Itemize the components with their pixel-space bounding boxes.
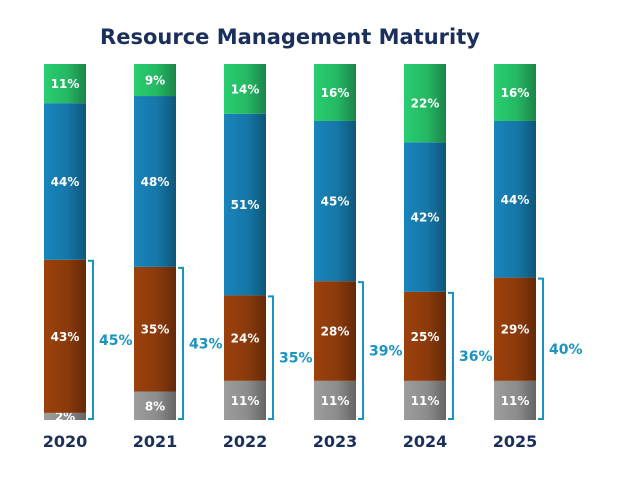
bar-segment-2022-middle: [224, 113, 266, 296]
bar-segment-2020-top: [44, 64, 86, 104]
bar-segment-2024-middle: [404, 142, 446, 292]
bracket-total-label-2024: 36%: [459, 349, 493, 365]
bar-value-label-2023-bottom: 11%: [321, 394, 350, 408]
bracket-total-label-2022: 35%: [279, 351, 313, 367]
bar-value-label-2022-top: 14%: [231, 82, 260, 96]
bar-value-label-2022-middle: 51%: [231, 198, 260, 212]
bar-segment-2020-bottom: [44, 412, 86, 420]
bar-value-label-2024-top: 22%: [411, 97, 440, 111]
bar-value-label-2021-bottom: 8%: [145, 399, 165, 413]
bar-segment-2024-top: [404, 64, 446, 143]
bracket-total-label-2020: 45%: [99, 333, 133, 349]
bar-value-label-2023-lower: 28%: [321, 325, 350, 339]
bar-value-label-2021-middle: 48%: [141, 175, 170, 189]
bracket-2021: [178, 266, 184, 420]
bar-value-label-2025-middle: 44%: [501, 193, 530, 207]
year-label-2025: 2025: [493, 432, 538, 451]
bar-segment-2025-bottom: [494, 380, 536, 420]
bracket-2023: [358, 281, 364, 420]
bar-value-label-2021-top: 9%: [145, 74, 165, 88]
bar-value-label-2024-lower: 25%: [411, 330, 440, 344]
bar-value-label-2025-lower: 29%: [501, 323, 530, 337]
bar-value-label-2022-bottom: 11%: [231, 394, 260, 408]
bar-segment-2023-bottom: [314, 380, 356, 420]
bar-value-label-2020-bottom: 2%: [55, 410, 75, 424]
bracket-2022: [268, 295, 274, 420]
bar-segment-2023-lower: [314, 281, 356, 381]
bar-segment-2025-top: [494, 64, 536, 121]
bar-segment-2020-middle: [44, 103, 86, 260]
year-label-2020: 2020: [43, 432, 88, 451]
chart-title: Resource Management Maturity: [100, 25, 480, 49]
bracket-total-label-2025: 40%: [549, 342, 583, 358]
bar-segment-2022-lower: [224, 295, 266, 381]
bar-segment-2025-middle: [494, 120, 536, 278]
bar-value-label-2024-middle: 42%: [411, 211, 440, 225]
bar-segment-2025-lower: [494, 277, 536, 381]
year-labels: 2020 2021 2022 2023 2024 2025: [43, 432, 538, 451]
bar-segment-2021-lower: [134, 266, 176, 392]
bar-value-label-2020-lower: 43%: [51, 330, 80, 344]
bar-segment-2021-top: [134, 64, 176, 97]
bar-segment-2022-top: [224, 64, 266, 114]
bracket-2020: [88, 259, 94, 420]
bracket-2025: [538, 277, 544, 420]
bracket-total-label-2021: 43%: [189, 336, 223, 352]
bars-layer: 2% 43% 44% 11% 8% 35% 48% 9% 11% 24% 51% 14% 11% 28% 4…: [44, 64, 536, 424]
bar-value-label-2025-bottom: 11%: [501, 394, 530, 408]
bar-value-label-2021-lower: 35%: [141, 323, 170, 337]
bracket-2024: [448, 291, 454, 420]
bar-value-label-2023-middle: 45%: [321, 195, 350, 209]
bar-segment-2024-lower: [404, 291, 446, 381]
bar-value-label-2022-lower: 24%: [231, 332, 260, 346]
bar-segment-2023-top: [314, 64, 356, 121]
bar-value-label-2020-top: 11%: [51, 77, 80, 91]
bracket-total-label-2023: 39%: [369, 344, 403, 360]
bar-value-label-2020-middle: 44%: [51, 175, 80, 189]
bar-segment-2024-bottom: [404, 380, 446, 420]
year-label-2021: 2021: [133, 432, 178, 451]
bar-segment-2021-middle: [134, 96, 176, 267]
year-label-2024: 2024: [403, 432, 448, 451]
bar-segment-2022-bottom: [224, 380, 266, 420]
bar-value-label-2023-top: 16%: [321, 86, 350, 100]
bar-value-label-2024-bottom: 11%: [411, 394, 440, 408]
bar-value-label-2025-top: 16%: [501, 86, 530, 100]
year-label-2022: 2022: [223, 432, 268, 451]
bar-segment-2021-bottom: [134, 391, 176, 420]
year-label-2023: 2023: [313, 432, 358, 451]
bar-segment-2023-middle: [314, 120, 356, 282]
braces-layer: 45% 43% 35% 39% 36% 40%: [88, 259, 583, 420]
bar-segment-2020-lower: [44, 259, 86, 413]
